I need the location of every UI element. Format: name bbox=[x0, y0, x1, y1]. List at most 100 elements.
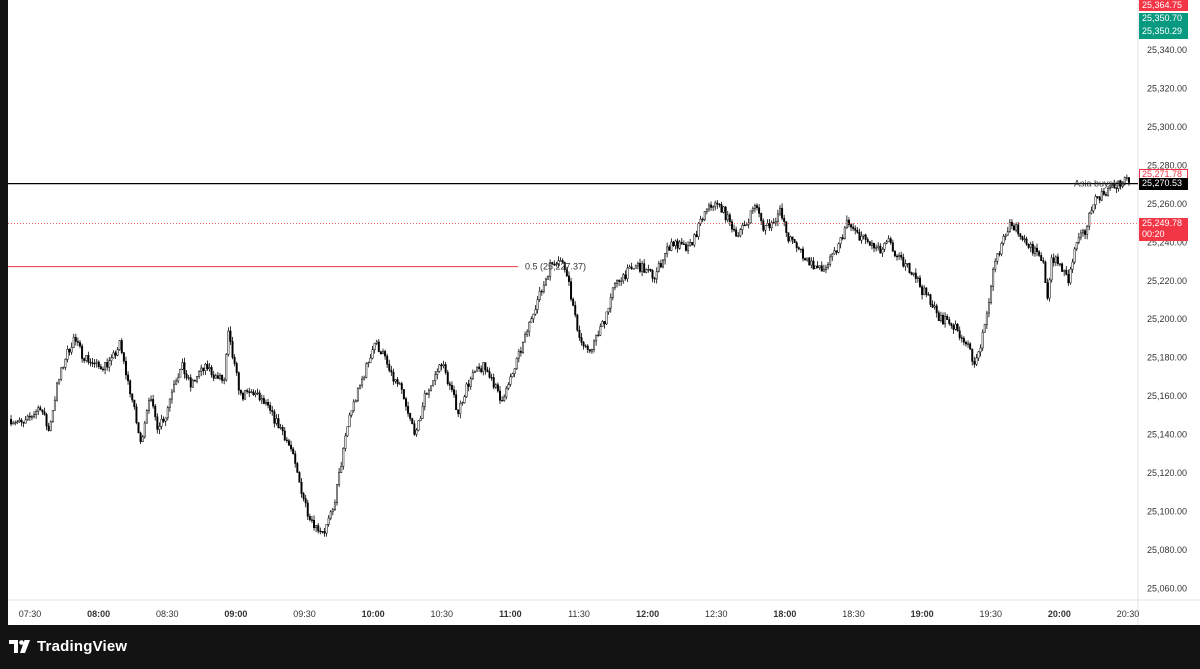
candle-body bbox=[338, 472, 341, 485]
candle-body bbox=[1079, 232, 1082, 238]
candle-body bbox=[779, 207, 781, 215]
candle-body bbox=[85, 355, 88, 361]
candle-body bbox=[302, 493, 305, 499]
candle-body bbox=[394, 379, 397, 382]
candle-body bbox=[1033, 247, 1036, 254]
x-tick-label: 18:30 bbox=[842, 609, 865, 619]
candle-body bbox=[244, 390, 247, 400]
candle-body bbox=[419, 418, 422, 422]
candle-body bbox=[173, 383, 176, 393]
candle-body bbox=[1048, 279, 1051, 299]
candle-body bbox=[580, 337, 583, 343]
y-tick-label: 25,180.00 bbox=[1147, 353, 1187, 363]
candle-body bbox=[726, 214, 729, 221]
candle-body bbox=[1109, 187, 1112, 189]
candle-body bbox=[106, 362, 109, 368]
candle-body bbox=[603, 321, 606, 325]
candle-body bbox=[743, 224, 746, 227]
candle-body bbox=[1107, 188, 1110, 196]
candle-body bbox=[822, 269, 825, 272]
y-tick-label: 25,160.00 bbox=[1147, 391, 1187, 401]
candle-body bbox=[304, 498, 307, 504]
candle-body bbox=[1019, 233, 1022, 237]
candle-body bbox=[369, 357, 372, 363]
candle-body bbox=[870, 242, 873, 246]
candle-body bbox=[223, 379, 226, 381]
x-tick-label: 07:30 bbox=[19, 609, 42, 619]
candle-body bbox=[513, 368, 516, 374]
candle-body bbox=[820, 265, 823, 272]
candle-body bbox=[262, 398, 265, 404]
candle-body bbox=[590, 349, 593, 352]
tradingview-logo[interactable]: TradingView bbox=[9, 638, 127, 655]
candle-body bbox=[795, 242, 798, 248]
candle-body bbox=[1021, 236, 1024, 240]
candle-body bbox=[1063, 269, 1066, 272]
candle-body bbox=[574, 305, 577, 316]
candle-body bbox=[799, 248, 802, 251]
candle-body bbox=[1071, 261, 1074, 270]
candle-body bbox=[925, 287, 928, 295]
candle-body bbox=[847, 219, 850, 225]
candle-body bbox=[841, 237, 844, 240]
candle-body bbox=[551, 262, 554, 265]
candle-body bbox=[127, 374, 130, 382]
candle-body bbox=[958, 330, 961, 338]
candle-body bbox=[70, 347, 73, 353]
candlestick-chart[interactable]: 25,060.00 25,080.00 25,100.00 25,120.00 25,1… bbox=[8, 0, 1200, 625]
candle-body bbox=[770, 222, 773, 229]
candle-body bbox=[30, 416, 33, 418]
candle-body bbox=[862, 234, 865, 237]
candle-body bbox=[267, 401, 270, 406]
candle-body bbox=[812, 260, 815, 270]
candle-body bbox=[933, 305, 936, 308]
candle-body bbox=[471, 372, 474, 379]
candle-body bbox=[624, 274, 627, 280]
candle-body bbox=[854, 228, 857, 231]
candle-body bbox=[1073, 248, 1076, 263]
candle-body bbox=[902, 256, 905, 267]
candle-body bbox=[68, 349, 71, 353]
candle-body bbox=[359, 384, 361, 389]
candle-body bbox=[887, 238, 890, 243]
candle-body bbox=[964, 342, 967, 345]
candle-body bbox=[49, 421, 52, 431]
candle-body bbox=[321, 531, 324, 533]
candle-body bbox=[58, 378, 61, 384]
candle-body bbox=[570, 281, 573, 300]
candle-body bbox=[183, 362, 186, 375]
candle-body bbox=[193, 380, 196, 382]
candle-body bbox=[16, 421, 19, 424]
candle-body bbox=[1054, 256, 1057, 264]
candle-body bbox=[967, 343, 970, 345]
candle-body bbox=[60, 367, 63, 380]
candle-body bbox=[436, 371, 439, 376]
candle-body bbox=[1102, 191, 1105, 195]
candle-body bbox=[701, 218, 704, 221]
candle-body bbox=[509, 376, 512, 385]
candle-body bbox=[221, 375, 224, 381]
candle-body bbox=[22, 421, 25, 424]
x-tick-label: 08:30 bbox=[156, 609, 179, 619]
candle-body bbox=[739, 229, 742, 237]
chart-pane[interactable]: 25,060.00 25,080.00 25,100.00 25,120.00 25,1… bbox=[8, 0, 1200, 625]
candle-body bbox=[843, 227, 846, 240]
candle-body bbox=[264, 401, 267, 404]
candle-body bbox=[756, 205, 758, 208]
candle-body bbox=[864, 234, 867, 240]
candle-body bbox=[45, 414, 48, 427]
candle-body bbox=[561, 260, 564, 263]
candle-body bbox=[227, 330, 230, 355]
candle-body bbox=[678, 241, 681, 249]
x-tick-label: 19:00 bbox=[911, 609, 934, 619]
candle-body bbox=[175, 380, 178, 385]
candle-body bbox=[415, 429, 418, 435]
candle-body bbox=[730, 221, 733, 230]
candle-body bbox=[827, 264, 830, 268]
candle-body bbox=[716, 202, 719, 205]
candle-body bbox=[484, 362, 487, 371]
candle-body bbox=[929, 294, 932, 305]
candle-body bbox=[277, 418, 280, 429]
candle-body bbox=[597, 334, 600, 337]
candle-body bbox=[601, 321, 604, 327]
